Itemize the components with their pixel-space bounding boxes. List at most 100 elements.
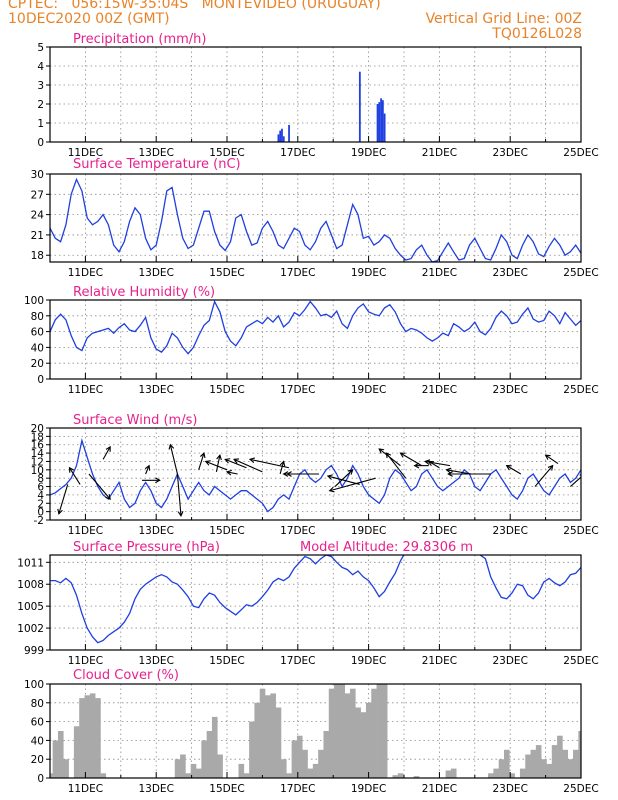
- data: [50, 300, 581, 355]
- y-tick-label: 80: [31, 698, 44, 710]
- cloud-bar: [50, 773, 53, 778]
- wind-vector-shaft: [215, 455, 221, 473]
- y-tick-label: 12: [31, 456, 44, 468]
- grid: [50, 555, 581, 650]
- cloud-bar: [562, 749, 569, 778]
- x-tick-label: 17DEC: [280, 384, 315, 396]
- x-tick-label: 19DEC: [351, 147, 386, 159]
- wind-vector: [279, 460, 286, 475]
- series-line: [50, 300, 581, 355]
- cloud-bar: [509, 773, 515, 778]
- wind-vector-shaft: [425, 460, 451, 467]
- wind-vector: [544, 454, 559, 465]
- x-tick-label: 23DEC: [492, 267, 527, 279]
- wind-vector-head: [279, 460, 286, 467]
- y-tick-label: 4: [37, 61, 44, 73]
- wind-vector: [168, 443, 178, 475]
- x-tick-label: 11DEC: [68, 267, 103, 279]
- cloud-bar: [498, 759, 505, 778]
- cloud-bar: [445, 770, 452, 778]
- wind-vector-shaft: [570, 476, 581, 487]
- x-tick-label: 13DEC: [138, 147, 173, 159]
- panel-title: Relative Humidity (%): [73, 285, 215, 300]
- grid: [50, 300, 581, 379]
- cloud-bar: [546, 763, 553, 778]
- location-title: CPTEC: 056:15W-35:04S MONTEVIDEO (URUGUA…: [8, 0, 381, 12]
- cloud-bar: [63, 759, 69, 778]
- cloud-bar: [100, 773, 107, 778]
- cloud-bar: [84, 695, 91, 778]
- x-tick-label: 17DEC: [280, 267, 315, 279]
- panel-5: 0 20 40 60 80 100 11DEC 13DEC 15DEC 17DEC 19DEC 21D…: [24, 668, 599, 795]
- cloud-bar: [371, 688, 377, 778]
- y-tick-label: 2: [37, 498, 44, 510]
- cloud-bar: [323, 731, 330, 778]
- wind-vector-head: [326, 474, 333, 480]
- cloud-bar: [211, 716, 218, 778]
- wind-vector-shaft: [334, 469, 354, 487]
- cloud-bar: [79, 698, 85, 778]
- cloud-bar: [376, 684, 383, 778]
- wind-vector: [334, 469, 354, 487]
- y-tick-label: 18: [31, 431, 44, 443]
- wind-vector-head: [224, 458, 231, 464]
- wind-vector: [233, 458, 263, 473]
- wind-vector: [248, 457, 290, 469]
- y-tick-label: 100: [24, 295, 44, 307]
- wind-vector-head: [445, 467, 452, 474]
- wind-vector-head: [57, 508, 63, 515]
- grid: [50, 684, 581, 778]
- precip-bar: [380, 98, 382, 142]
- data: [50, 437, 581, 517]
- cloud-bar: [413, 776, 420, 778]
- wind-vector-head: [177, 511, 184, 517]
- x-tick-label: 13DEC: [138, 384, 173, 396]
- x-tick-label: 13DEC: [138, 655, 173, 667]
- cloud-bar: [180, 754, 186, 778]
- x-tick-label: 15DEC: [209, 267, 244, 279]
- cloud-bar: [259, 688, 266, 778]
- x-tick-label: 17DEC: [280, 783, 315, 795]
- wind-vector: [198, 451, 206, 470]
- y-tick-label: 3: [37, 80, 44, 92]
- grid: [50, 47, 581, 142]
- wind-vector-head: [286, 471, 292, 477]
- y-tick-label: -2: [34, 515, 44, 527]
- cloud-bar: [201, 740, 207, 778]
- wind-vector-shaft: [226, 471, 238, 475]
- y-tick-label: 0: [37, 137, 44, 149]
- precip-bar: [281, 128, 283, 142]
- series-line: [50, 177, 581, 262]
- wind-vector-shaft: [506, 465, 522, 475]
- wind-vector: [385, 452, 407, 479]
- x-tick-label: 25DEC: [563, 147, 598, 159]
- cloud-bar: [557, 735, 563, 778]
- wind-vector: [413, 462, 429, 469]
- x-tick-label: 17DEC: [280, 147, 315, 159]
- cloud-bar: [551, 745, 558, 778]
- panel-0: 0 1 2 3 4 5 11DEC 13DEC 15DEC 17DEC 19DEC 21DEC 23DE…: [37, 32, 598, 159]
- x-tick-label: 11DEC: [68, 655, 103, 667]
- precip-bar: [381, 100, 384, 142]
- wind-vector: [225, 469, 238, 476]
- x-tick-label: 23DEC: [492, 384, 527, 396]
- panel-frame: [49, 554, 582, 651]
- wind-vector-shaft: [169, 444, 178, 475]
- x-tick-label: 19DEC: [351, 267, 386, 279]
- cloud-bar: [578, 731, 581, 778]
- wind-vector-head: [505, 465, 512, 471]
- chart-header: CPTEC: 056:15W-35:04S MONTEVIDEO (URUGUA…: [0, 0, 618, 44]
- x-tick-label: 19DEC: [351, 655, 386, 667]
- cloud-bar: [535, 745, 542, 778]
- y-tick-label: 1008: [17, 579, 44, 591]
- model-code: TQ0126L028: [492, 26, 582, 42]
- cloud-bar: [504, 749, 510, 778]
- cloud-bar: [350, 688, 356, 778]
- x-tick-label: 25DEC: [563, 783, 598, 795]
- wind-vector-head: [378, 448, 385, 454]
- cloud-bar: [519, 768, 526, 778]
- cloud-bar: [567, 759, 574, 778]
- cloud-bar: [493, 768, 499, 778]
